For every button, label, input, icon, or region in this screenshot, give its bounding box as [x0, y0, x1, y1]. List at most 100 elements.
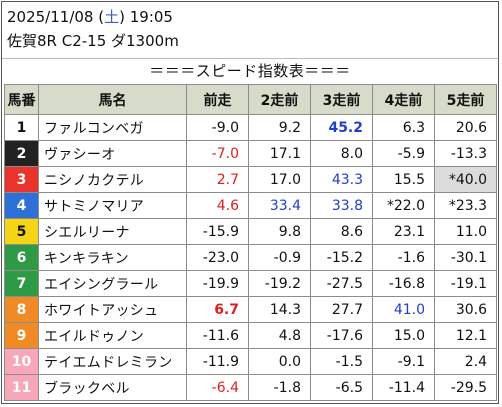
index-2nd: 9.2	[248, 114, 311, 141]
post-number: 8	[4, 296, 39, 323]
race-info: 佐賀8R C2-15 ダ1300m	[7, 32, 179, 50]
index-2nd: 9.8	[248, 218, 311, 245]
index-3rd: 33.8	[310, 192, 373, 219]
index-5th: *23.3	[434, 192, 497, 219]
index-4th: 41.0	[372, 296, 435, 323]
table-row: 5 シエルリーナ -15.9 9.8 8.6 23.1 11.0	[4, 218, 497, 245]
race-time: 19:05	[129, 8, 173, 26]
table-row: 11 ブラックベル -6.4 -1.8 -6.5 -11.4 -29.5	[4, 374, 497, 401]
horse-name: エイルドゥノン	[38, 322, 187, 349]
index-last: -11.9	[186, 348, 249, 375]
table-row: 4 サトミノマリア 4.6 33.4 33.8 *22.0 *23.3	[4, 192, 497, 219]
index-last: -6.4	[186, 374, 249, 401]
post-number: 5	[4, 218, 39, 245]
horse-name: エイシングラール	[38, 270, 187, 297]
index-4th: -16.8	[372, 270, 435, 297]
index-last: -9.0	[186, 114, 249, 141]
index-last: 4.6	[186, 192, 249, 219]
post-number: 7	[4, 270, 39, 297]
post-number: 3	[4, 166, 39, 193]
index-3rd: 45.2	[310, 114, 373, 141]
race-weekday: 土	[104, 8, 120, 26]
post-number: 4	[4, 192, 39, 219]
table-title: ＝＝＝スピード指数表＝＝＝	[149, 62, 351, 80]
column-header-5th: 5走前	[434, 84, 497, 115]
column-header-name: 馬名	[38, 84, 187, 115]
column-header-3rd: 3走前	[310, 84, 373, 115]
index-5th: -29.5	[434, 374, 497, 401]
divider	[2, 58, 498, 59]
post-number: 10	[4, 348, 39, 375]
horse-name: ファルコンベガ	[38, 114, 187, 141]
index-3rd: 8.0	[310, 140, 373, 167]
index-2nd: 17.1	[248, 140, 311, 167]
index-5th: 12.1	[434, 322, 497, 349]
column-header-4th: 4走前	[372, 84, 435, 115]
index-last: 6.7	[186, 296, 249, 323]
index-last: -23.0	[186, 244, 249, 271]
index-3rd: -6.5	[310, 374, 373, 401]
index-3rd: 27.7	[310, 296, 373, 323]
index-5th: 11.0	[434, 218, 497, 245]
horse-name: キンキラキン	[38, 244, 187, 271]
post-number: 1	[4, 114, 39, 141]
index-3rd: -27.5	[310, 270, 373, 297]
table-row: 6 キンキラキン -23.0 -0.9 -15.2 -1.6 -30.1	[4, 244, 497, 271]
index-4th: 15.0	[372, 322, 435, 349]
index-3rd: 8.6	[310, 218, 373, 245]
column-header-2nd: 2走前	[248, 84, 311, 115]
race-date: 2025/11/08	[7, 8, 94, 26]
speed-index-table: 馬番 馬名 前走 2走前 3走前 4走前 5走前 1 ファルコンベガ -9.0 …	[4, 84, 497, 401]
index-2nd: 17.0	[248, 166, 311, 193]
table-row: 2 ヴァシーオ -7.0 17.1 8.0 -5.9 -13.3	[4, 140, 497, 167]
index-4th: -9.1	[372, 348, 435, 375]
index-2nd: 0.0	[248, 348, 311, 375]
index-4th: -11.4	[372, 374, 435, 401]
index-2nd: -19.2	[248, 270, 311, 297]
table-row: 7 エイシングラール -19.9 -19.2 -27.5 -16.8 -19.1	[4, 270, 497, 297]
index-3rd: -15.2	[310, 244, 373, 271]
post-number: 9	[4, 322, 39, 349]
index-2nd: 14.3	[248, 296, 311, 323]
table-row: 10 テイエムドレミラン -11.9 0.0 -1.5 -9.1 2.4	[4, 348, 497, 375]
table-row: 8 ホワイトアッシュ 6.7 14.3 27.7 41.0 30.6	[4, 296, 497, 323]
index-last: -19.9	[186, 270, 249, 297]
index-3rd: -17.6	[310, 322, 373, 349]
index-5th: 30.6	[434, 296, 497, 323]
post-number: 11	[4, 374, 39, 401]
index-4th: *22.0	[372, 192, 435, 219]
column-header-last: 前走	[186, 84, 249, 115]
index-2nd: 33.4	[248, 192, 311, 219]
post-number: 2	[4, 140, 39, 167]
horse-name: ブラックベル	[38, 374, 187, 401]
index-5th: 2.4	[434, 348, 497, 375]
index-3rd: -1.5	[310, 348, 373, 375]
table-row: 9 エイルドゥノン -11.6 4.8 -17.6 15.0 12.1	[4, 322, 497, 349]
header-row: 馬番 馬名 前走 2走前 3走前 4走前 5走前	[4, 84, 497, 115]
column-header-number: 馬番	[4, 84, 39, 115]
horse-name: ヴァシーオ	[38, 140, 187, 167]
horse-name: サトミノマリア	[38, 192, 187, 219]
index-5th: -13.3	[434, 140, 497, 167]
index-5th: -30.1	[434, 244, 497, 271]
table-row: 3 ニシノカクテル 2.7 17.0 43.3 15.5 *40.0	[4, 166, 497, 193]
horse-name: テイエムドレミラン	[38, 348, 187, 375]
index-last: 2.7	[186, 166, 249, 193]
index-4th: 23.1	[372, 218, 435, 245]
index-4th: 15.5	[372, 166, 435, 193]
index-last: -11.6	[186, 322, 249, 349]
index-last: -15.9	[186, 218, 249, 245]
index-4th: -1.6	[372, 244, 435, 271]
index-2nd: -1.8	[248, 374, 311, 401]
index-3rd: 43.3	[310, 166, 373, 193]
horse-name: ホワイトアッシュ	[38, 296, 187, 323]
index-4th: -5.9	[372, 140, 435, 167]
index-4th: 6.3	[372, 114, 435, 141]
index-2nd: -0.9	[248, 244, 311, 271]
index-5th: *40.0	[434, 166, 497, 193]
post-number: 6	[4, 244, 39, 271]
index-5th: -19.1	[434, 270, 497, 297]
index-last: -7.0	[186, 140, 249, 167]
horse-name: ニシノカクテル	[38, 166, 187, 193]
